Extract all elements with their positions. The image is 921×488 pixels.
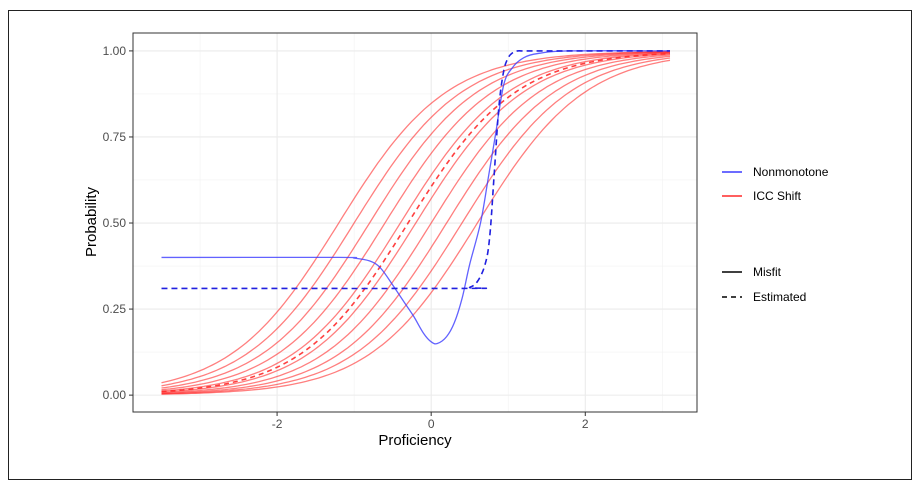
- y-tick-label: 0.25: [103, 302, 127, 316]
- icc-shift-misfit-curve: [161, 51, 671, 389]
- nonmonotone-misfit-curve: [161, 50, 671, 345]
- legend-linetype: Misfit Estimated: [722, 265, 806, 304]
- icc-shift-misfit-curve: [161, 59, 671, 395]
- figure-border: [8, 10, 912, 480]
- x-tick-label: 2: [582, 417, 589, 431]
- plot-panel-border: [132, 32, 698, 413]
- y-tick-label: 0.50: [103, 216, 127, 230]
- x-tick-label: -2: [272, 417, 283, 431]
- legend-label-estimated: Estimated: [753, 290, 806, 304]
- x-axis-title: Proficiency: [378, 432, 452, 449]
- icc-shift-misfit-curve: [161, 55, 671, 395]
- icc-shift-misfit-curve: [161, 50, 671, 384]
- icc-shift-misfit-curve: [161, 51, 671, 387]
- legend-label-misfit: Misfit: [753, 265, 782, 279]
- axes: -2 0 2 0.00 0.25 0.50 0.75 1.00: [103, 44, 589, 431]
- legend-label-nonmonotone: Nonmonotone: [753, 165, 829, 179]
- y-tick-label: 0.75: [103, 130, 127, 144]
- y-tick-label: 1.00: [103, 44, 127, 58]
- icc-shift-misfit-curve: [161, 52, 671, 392]
- y-tick-label: 0.00: [103, 388, 127, 402]
- curves: [161, 49, 671, 395]
- x-tick-label: 0: [428, 417, 435, 431]
- icc-shift-misfit-curve: [161, 51, 671, 391]
- icc-shift-misfit-curve: [161, 53, 671, 393]
- icc-shift-misfit-curve: [161, 57, 671, 395]
- legend-color: Nonmonotone ICC Shift: [722, 165, 829, 203]
- icc-shift-estimated-curve: [161, 52, 671, 393]
- icc-shift-misfit-curve: [161, 54, 671, 394]
- legend-label-icc-shift: ICC Shift: [753, 189, 802, 203]
- y-axis-title: Probability: [83, 186, 100, 257]
- nonmonotone-estimated-curve: [161, 49, 670, 290]
